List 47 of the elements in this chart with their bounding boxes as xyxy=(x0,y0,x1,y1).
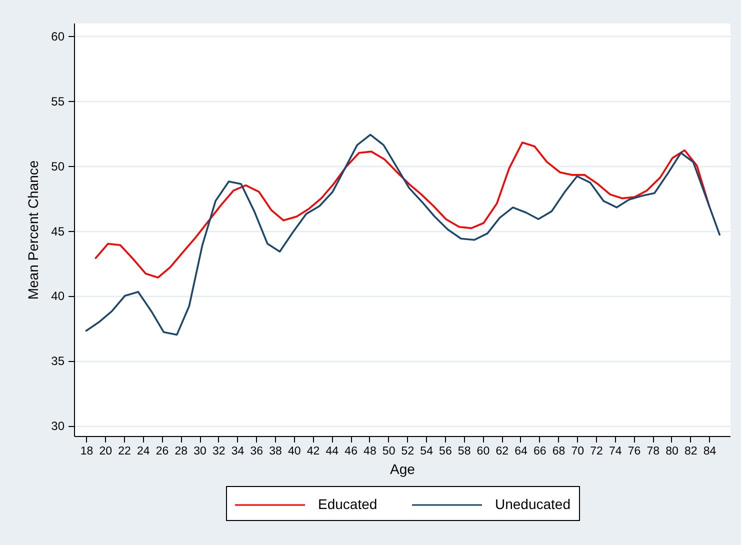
x-tick-label: 40 xyxy=(288,446,301,458)
x-tick-label: 22 xyxy=(118,446,131,458)
legend-label: Educated xyxy=(318,496,378,512)
x-tick-label: 18 xyxy=(80,446,94,458)
y-tick-label: 40 xyxy=(51,289,65,304)
x-axis-title: Age xyxy=(390,461,416,477)
x-tick-label: 38 xyxy=(269,446,282,458)
x-tick-label: 26 xyxy=(156,446,169,458)
x-tick-label: 50 xyxy=(382,446,396,458)
x-tick-label: 20 xyxy=(99,446,112,458)
x-tick-label: 62 xyxy=(496,446,508,458)
x-tick-label: 72 xyxy=(590,446,603,458)
line-series xyxy=(94,142,710,278)
x-tick-label: 28 xyxy=(174,446,188,458)
y-tick-label: 50 xyxy=(51,159,65,174)
x-tick-label: 24 xyxy=(137,446,150,458)
x-tick-label: 54 xyxy=(420,446,434,458)
y-tick-label: 35 xyxy=(51,354,65,368)
x-tick-label: 58 xyxy=(458,446,471,458)
x-tick-label: 80 xyxy=(666,446,678,458)
x-tick-label: 44 xyxy=(326,446,340,458)
x-tick-label: 56 xyxy=(439,446,452,458)
line-series xyxy=(85,134,721,336)
x-tick-label: 84 xyxy=(703,446,717,458)
x-tick-label: 30 xyxy=(194,446,206,458)
x-tick-label: 70 xyxy=(571,446,584,458)
x-tick-label: 42 xyxy=(306,446,320,458)
x-tick-label: 60 xyxy=(476,446,490,458)
y-axis-title: Mean Percent Chance xyxy=(25,160,42,300)
x-tick-label: 34 xyxy=(231,446,245,458)
x-tick-label: 32 xyxy=(212,446,226,458)
x-tick-label: 36 xyxy=(250,446,264,458)
x-tick-label: 64 xyxy=(514,446,528,458)
y-tick-label: 60 xyxy=(51,29,65,44)
y-tick-label: 45 xyxy=(51,224,65,238)
legend-label: Uneducated xyxy=(495,496,571,512)
x-tick-label: 52 xyxy=(401,446,414,458)
x-tick-label: 48 xyxy=(364,446,376,458)
x-tick-label: 66 xyxy=(533,446,546,458)
x-tick-label: 82 xyxy=(684,446,698,458)
x-tick-label: 46 xyxy=(344,446,358,458)
x-tick-label: 78 xyxy=(646,446,660,458)
x-tick-label: 74 xyxy=(608,446,622,458)
x-tick-label: 76 xyxy=(628,446,641,458)
y-tick-label: 55 xyxy=(51,94,65,108)
y-tick-label: 30 xyxy=(51,419,65,434)
x-tick-label: 68 xyxy=(552,446,566,458)
